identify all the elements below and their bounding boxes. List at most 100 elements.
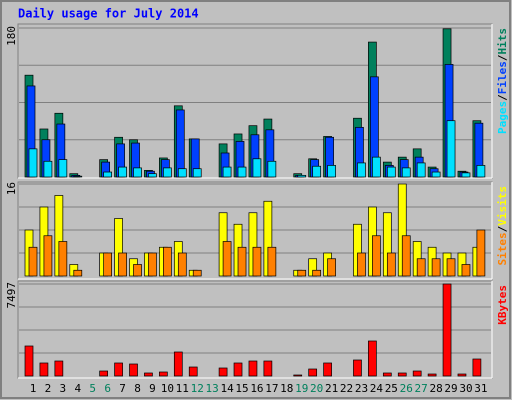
x-tick-label: 4	[74, 382, 81, 395]
bar	[192, 269, 202, 277]
bar	[192, 168, 202, 178]
bar	[263, 360, 273, 377]
bar	[353, 359, 362, 377]
x-tick-label: 10	[161, 382, 174, 395]
bar	[293, 374, 303, 377]
bar	[148, 173, 157, 178]
bar	[386, 252, 396, 277]
bar	[163, 246, 172, 277]
bar	[148, 252, 157, 277]
legend-entry: Pages	[496, 101, 509, 134]
bar	[386, 166, 396, 178]
bar	[431, 258, 441, 277]
bar	[222, 166, 232, 178]
x-tick-label: 24	[370, 382, 384, 395]
bar	[457, 373, 467, 377]
x-tick-label: 15	[235, 382, 248, 395]
bar	[327, 165, 336, 178]
bar	[173, 351, 183, 377]
bar	[357, 252, 366, 277]
bar	[233, 362, 243, 377]
bar	[28, 246, 38, 277]
x-tick-label: 22	[340, 382, 353, 395]
bar	[372, 235, 381, 277]
bar	[267, 246, 277, 277]
legend-entry: Hits	[496, 28, 509, 55]
bar	[114, 362, 123, 377]
bar	[159, 371, 168, 377]
bar	[308, 368, 318, 377]
x-tick-label: 7	[119, 382, 126, 395]
legend-separator: /	[496, 225, 509, 232]
bar	[267, 160, 277, 178]
y-tick-label: 16	[5, 182, 18, 195]
bar	[118, 166, 127, 178]
bar	[99, 370, 109, 377]
legend: Sites/Visits	[496, 186, 509, 266]
x-tick-label: 16	[250, 382, 263, 395]
bar	[58, 159, 68, 178]
bar	[175, 109, 185, 178]
legend-entry: KBytes	[496, 285, 509, 325]
legend-entry: Files	[496, 61, 509, 94]
bar	[43, 160, 53, 178]
bar	[416, 258, 426, 277]
x-tick-label: 26	[400, 382, 413, 395]
bar	[476, 165, 486, 178]
bar	[252, 158, 262, 178]
x-tick-label: 29	[444, 382, 457, 395]
bar	[43, 235, 53, 277]
bar	[58, 241, 68, 277]
x-tick-label: 1	[30, 382, 37, 395]
bar	[24, 345, 34, 377]
x-tick-label: 23	[355, 382, 368, 395]
bar	[397, 372, 407, 377]
bar	[446, 258, 456, 277]
bar	[222, 241, 232, 277]
bar	[129, 363, 138, 377]
x-tick-label: 11	[176, 382, 189, 395]
x-tick-label: 6	[104, 382, 111, 395]
bar	[368, 340, 377, 377]
bar	[237, 166, 247, 178]
bar	[39, 362, 49, 377]
legend-entry: Visits	[496, 186, 509, 226]
bar	[476, 229, 486, 277]
bar	[297, 174, 307, 178]
x-tick-label: 9	[149, 382, 156, 395]
bar	[248, 360, 258, 377]
bar	[431, 171, 441, 178]
bar	[144, 372, 153, 377]
bar	[252, 246, 262, 277]
legend: Pages/Files/Hits	[496, 28, 509, 134]
x-tick-label: 20	[310, 382, 323, 395]
x-tick-label: 21	[325, 382, 338, 395]
x-tick-label: 17	[265, 382, 278, 395]
bar	[472, 358, 482, 377]
x-tick-label: 3	[60, 382, 67, 395]
x-tick-label: 8	[134, 382, 141, 395]
bar	[461, 264, 471, 277]
x-tick-label: 18	[280, 382, 293, 395]
bar	[401, 167, 411, 178]
bar	[372, 156, 381, 178]
bar	[297, 269, 307, 277]
bar	[118, 252, 127, 277]
bar	[188, 366, 198, 377]
bar	[103, 252, 113, 277]
bar	[382, 372, 392, 377]
bar	[416, 162, 426, 178]
legend-separator: /	[496, 54, 509, 61]
x-tick-label: 28	[429, 382, 442, 395]
bar	[312, 269, 322, 277]
bar	[427, 373, 437, 377]
y-tick-label: 180	[5, 26, 18, 46]
y-tick-label: 7497	[5, 282, 18, 309]
bar	[103, 171, 113, 178]
bar	[73, 175, 83, 178]
bar	[401, 235, 411, 277]
bar	[133, 264, 142, 277]
legend: KBytes	[496, 285, 509, 325]
bar	[73, 269, 83, 277]
bar	[323, 362, 332, 377]
